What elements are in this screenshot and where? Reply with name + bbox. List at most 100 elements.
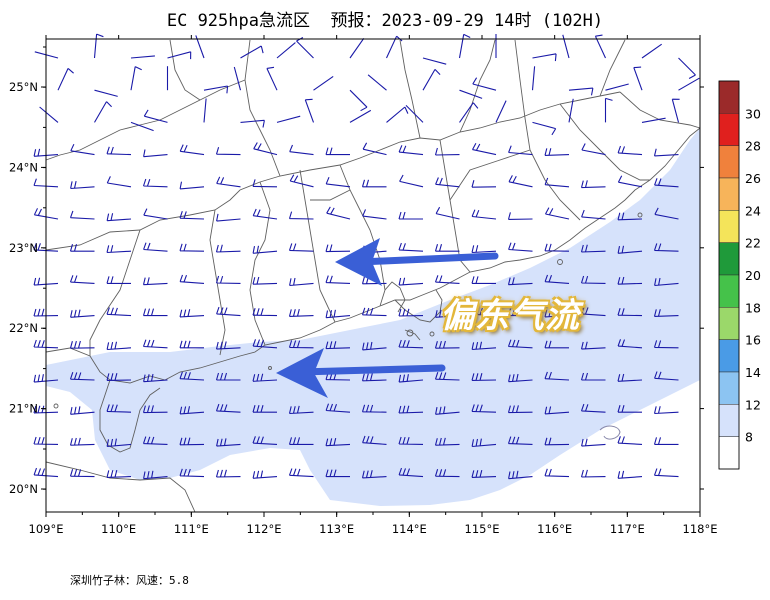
- wind-barb: [106, 438, 132, 448]
- wind-barb: [313, 75, 334, 91]
- wind-barb: [580, 180, 606, 189]
- wind-barb: [276, 42, 296, 59]
- wind-barb: [216, 176, 241, 188]
- colorbar-swatch: [718, 436, 740, 470]
- wind-barb: [215, 341, 241, 350]
- wind-barb: [288, 468, 314, 478]
- wind-barb: [215, 147, 241, 156]
- colorbar-swatch: [718, 80, 740, 114]
- wind-barb: [276, 115, 301, 123]
- wind-barb: [203, 85, 229, 94]
- colorbar-label: 28: [745, 139, 761, 154]
- wind-barb: [617, 145, 643, 156]
- wind-barb: [617, 276, 643, 285]
- wind-barb: [544, 177, 570, 188]
- wind-barb: [252, 308, 278, 317]
- wind-barb: [405, 105, 424, 123]
- wind-barb: [617, 175, 643, 188]
- wind-barb: [471, 404, 497, 413]
- lon-tick-label: 115°E: [465, 522, 500, 536]
- wind-barb: [233, 66, 242, 91]
- wind-barb: [179, 274, 205, 284]
- wind-barb: [472, 77, 497, 91]
- wind-barb: [216, 213, 241, 222]
- wind-barb: [130, 121, 154, 132]
- lat-tick-label: 22°N: [9, 321, 38, 335]
- colorbar-swatch: [718, 177, 740, 211]
- axis-tick-labels: 109°E 110°E 111°E 112°E 113°E 114°E 115°E 116°E…: [9, 80, 717, 536]
- wind-barb: [69, 210, 95, 220]
- wind-barb: [142, 405, 168, 414]
- wind-barb: [532, 121, 557, 136]
- jet-fill: [46, 128, 700, 506]
- wind-barb: [422, 57, 447, 65]
- wind-barb: [617, 245, 643, 254]
- wind-barb: [654, 178, 679, 188]
- wind-barb: [215, 469, 241, 478]
- wind-barb: [325, 147, 350, 156]
- wind-barb: [143, 208, 168, 220]
- easterly-flow-arrows: [276, 238, 499, 398]
- wind-barb: [398, 405, 424, 414]
- wind-barb: [386, 106, 409, 123]
- wind-barb: [580, 341, 606, 350]
- wind-barb: [471, 341, 497, 351]
- wind-barb: [361, 373, 387, 382]
- wind-barb: [581, 438, 606, 447]
- wind-barb: [398, 211, 423, 220]
- wind-barb: [653, 243, 679, 252]
- arrow-lower: [276, 348, 446, 398]
- wind-barb: [325, 244, 351, 253]
- wind-barb: [70, 406, 95, 415]
- wind-barb: [288, 340, 314, 349]
- wind-barb: [435, 206, 460, 220]
- wind-barb: [671, 98, 680, 123]
- wind-barb: [508, 145, 533, 156]
- lon-tick-label: 110°E: [101, 522, 136, 536]
- wind-barb: [399, 174, 424, 188]
- lat-tick-label: 23°N: [9, 241, 38, 255]
- wind-barb: [594, 34, 606, 59]
- lon-tick-label: 109°E: [29, 522, 64, 536]
- arrow-upper: [335, 238, 499, 286]
- wind-barb: [106, 341, 132, 351]
- wind-barb: [203, 98, 207, 123]
- wind-barb: [654, 277, 679, 287]
- wind-barb: [544, 243, 570, 252]
- wind-barb: [633, 66, 643, 91]
- wind-barb: [69, 372, 95, 381]
- axis-ticks: [41, 35, 704, 517]
- wind-barb: [617, 339, 643, 349]
- wind-barb: [179, 243, 205, 252]
- wind-barb: [471, 180, 497, 188]
- wind-barb: [216, 306, 241, 317]
- wind-barb: [106, 469, 132, 478]
- wind-barb: [471, 469, 497, 478]
- wind-barb: [179, 309, 205, 318]
- wind-barb: [325, 309, 351, 319]
- wind-barb: [326, 206, 351, 220]
- wind-barb: [471, 373, 497, 381]
- wind-barb: [215, 403, 241, 413]
- wind-barb: [507, 339, 533, 349]
- wind-barb: [288, 211, 314, 220]
- wind-barb: [654, 207, 679, 220]
- wind-barb: [289, 277, 314, 287]
- colorbar-swatch: [718, 210, 740, 243]
- wind-barb: [252, 436, 278, 445]
- annotation-easterly-flow: 偏东气流: [440, 296, 580, 336]
- wind-barb: [434, 437, 460, 446]
- wind-barb: [69, 469, 95, 478]
- wind-barb: [508, 242, 533, 252]
- wind-barb: [617, 470, 643, 479]
- wind-barb: [641, 117, 666, 123]
- wind-barb: [143, 109, 168, 123]
- wind-barb: [617, 405, 642, 413]
- wind-barb: [435, 177, 460, 188]
- wind-barb: [130, 66, 142, 91]
- wind-barb: [143, 242, 168, 252]
- wind-barb: [179, 144, 205, 156]
- wind-barb: [653, 309, 679, 317]
- wind-barb: [106, 245, 132, 254]
- colorbar-swatch: [718, 113, 740, 146]
